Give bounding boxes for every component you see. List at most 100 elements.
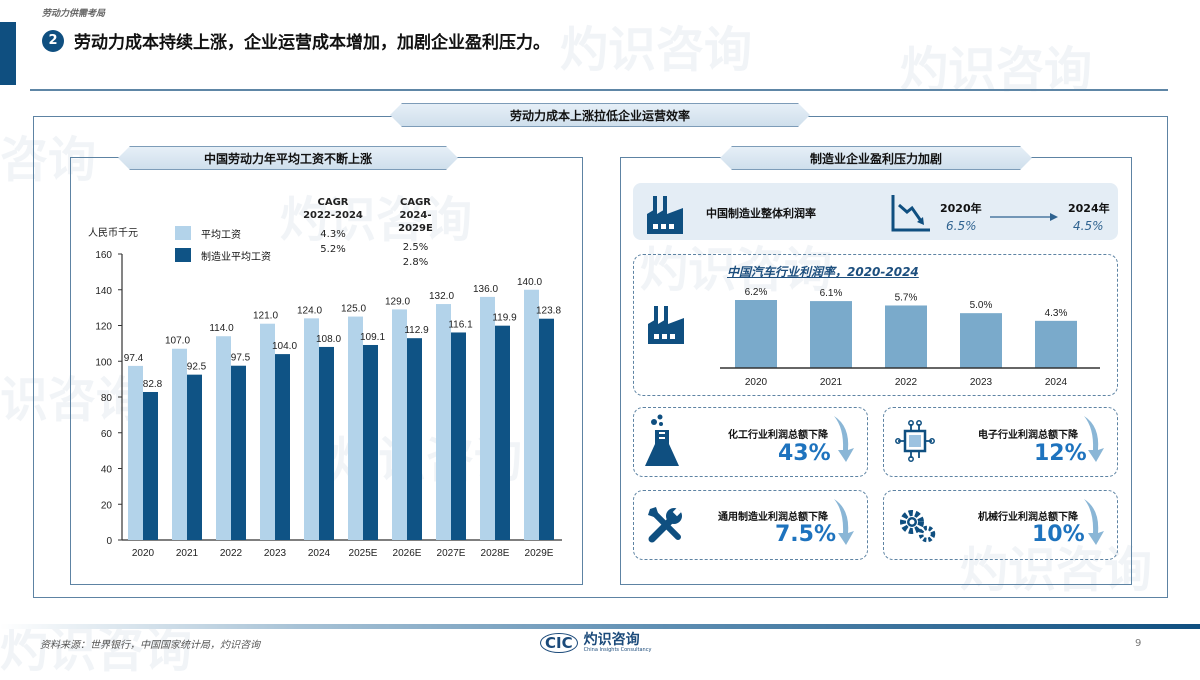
right-panel-banner: 制造业企业盈利压力加剧 xyxy=(720,146,1032,170)
drop-value-machinery: 10% xyxy=(1032,522,1085,547)
svg-text:132.0: 132.0 xyxy=(429,291,454,302)
from-year: 2020年 xyxy=(940,202,982,215)
down-arrow-icon xyxy=(834,499,854,545)
factory-icon xyxy=(648,306,684,344)
down-arrow-icon xyxy=(834,416,854,462)
svg-text:2021: 2021 xyxy=(176,548,199,559)
arrow-right-icon xyxy=(990,213,1058,221)
svg-text:0: 0 xyxy=(106,536,112,547)
svg-text:2024: 2024 xyxy=(1045,377,1068,388)
auto-profit-box xyxy=(633,254,1118,396)
svg-text:140.0: 140.0 xyxy=(517,277,542,288)
svg-text:6.1%: 6.1% xyxy=(820,288,843,299)
svg-text:6.2%: 6.2% xyxy=(745,287,768,298)
legend-label: 制造业平均工资 xyxy=(201,251,271,263)
cagr-2022-2024: CAGR 2022-2024 4.3% 5.2% xyxy=(303,196,363,257)
cagr-value: 5.2% xyxy=(320,244,346,255)
svg-text:140: 140 xyxy=(95,286,112,297)
svg-text:4.3%: 4.3% xyxy=(1045,308,1068,319)
svg-text:107.0: 107.0 xyxy=(165,336,190,347)
chart-legend: 平均工资 制造业平均工资 xyxy=(175,222,271,266)
svg-text:2024: 2024 xyxy=(308,548,331,559)
down-arrow-icon xyxy=(1084,499,1104,545)
svg-text:82.8: 82.8 xyxy=(143,379,163,390)
watermark: 灼识咨询 xyxy=(560,22,753,78)
down-arrow-icon xyxy=(1084,416,1104,462)
svg-text:2029E: 2029E xyxy=(525,548,554,559)
svg-text:114.0: 114.0 xyxy=(209,323,234,334)
main-banner: 劳动力成本上涨拉低企业运营效率 xyxy=(390,103,810,127)
svg-text:123.8: 123.8 xyxy=(536,306,561,317)
drop-label-machinery: 机械行业利润总额下降 xyxy=(978,512,1078,523)
svg-text:2026E: 2026E xyxy=(393,548,422,559)
svg-text:2020: 2020 xyxy=(745,377,768,388)
cagr-header: CAGR xyxy=(400,197,431,208)
logo-en: China Insights Consultancy xyxy=(583,647,652,653)
svg-text:97.4: 97.4 xyxy=(124,353,144,364)
svg-text:20: 20 xyxy=(101,500,113,511)
drop-card-electronics xyxy=(883,407,1118,477)
svg-text:2021: 2021 xyxy=(820,377,843,388)
svg-text:60: 60 xyxy=(101,429,113,440)
svg-text:116.1: 116.1 xyxy=(448,319,473,330)
y-axis-unit: 人民币千元 xyxy=(88,228,138,239)
svg-text:129.0: 129.0 xyxy=(385,296,410,307)
source-note: 资料来源：世界银行，中国国家统计局，灼识咨询 xyxy=(40,640,260,651)
cagr-period: 2024-2029E xyxy=(398,210,433,234)
cagr-period: 2022-2024 xyxy=(303,210,363,221)
svg-text:2022: 2022 xyxy=(220,548,243,559)
svg-text:124.0: 124.0 xyxy=(297,305,322,316)
drop-value-electronics: 12% xyxy=(1034,441,1087,466)
left-panel-banner: 中国劳动力年平均工资不断上涨 xyxy=(118,146,458,170)
cagr-value: 4.3% xyxy=(320,229,346,240)
logo-cn: 灼识咨询 xyxy=(583,632,640,648)
from-value: 6.5% xyxy=(946,219,977,233)
wage-bar-chart: 0 20 40 60 80 100 120 140 160 97.4 82.8 2020 107.0 92… xyxy=(95,250,562,559)
drop-card-general-mfg xyxy=(633,490,868,560)
drop-card-machinery xyxy=(883,490,1118,560)
svg-text:112.9: 112.9 xyxy=(404,325,429,336)
svg-text:2023: 2023 xyxy=(970,377,993,388)
svg-text:104.0: 104.0 xyxy=(272,341,297,352)
svg-text:125.0: 125.0 xyxy=(341,304,366,315)
cagr-value: 2.5% xyxy=(402,242,429,253)
svg-text:2025E: 2025E xyxy=(349,548,378,559)
svg-text:5.7%: 5.7% xyxy=(895,292,918,303)
tools-icon xyxy=(648,507,682,543)
cagr-header: CAGR xyxy=(317,197,349,208)
svg-text:2022: 2022 xyxy=(895,377,918,388)
svg-text:2023: 2023 xyxy=(264,548,287,559)
cagr-2024-2029e: CAGR 2024-2029E 2.5% 2.8% xyxy=(383,196,448,270)
flask-icon xyxy=(645,414,679,466)
overall-profit-label: 中国制造业整体利润率 xyxy=(706,207,816,220)
company-logo: CIC 灼识咨询 China Insights Consultancy xyxy=(540,633,651,653)
legend-item-mfg-wage: 制造业平均工资 xyxy=(175,244,271,266)
to-year: 2024年 xyxy=(1068,202,1110,215)
overall-profit-box xyxy=(633,183,1118,240)
svg-text:121.0: 121.0 xyxy=(253,311,278,322)
drop-value-chemical: 43% xyxy=(778,441,831,466)
section-label: 劳动力供需考局 xyxy=(42,9,106,19)
svg-text:2020: 2020 xyxy=(132,548,155,559)
svg-text:108.0: 108.0 xyxy=(316,334,341,345)
svg-text:92.5: 92.5 xyxy=(187,362,207,373)
svg-text:40: 40 xyxy=(101,465,113,476)
svg-text:109.1: 109.1 xyxy=(360,332,385,343)
number-badge: 2 xyxy=(42,29,64,52)
drop-label-electronics: 电子行业利润总额下降 xyxy=(978,430,1078,441)
auto-profit-bar-chart: 6.2% 2020 6.1% 2021 5.7% 2022 5.0% 2023 4.3% 2024 xyxy=(720,287,1100,388)
drop-card-chemical xyxy=(633,407,868,477)
auto-chart-title: 中国汽车行业利润率，2020-2024 xyxy=(727,265,919,279)
title-text: 劳动力成本持续上涨，企业运营成本增加，加剧企业盈利压力。 xyxy=(74,33,550,53)
svg-text:80: 80 xyxy=(101,393,113,404)
chip-icon xyxy=(895,420,935,462)
legend-swatch xyxy=(175,226,191,240)
factory-icon xyxy=(647,196,683,234)
svg-text:2028E: 2028E xyxy=(481,548,510,559)
gears-icon xyxy=(900,510,936,543)
to-value: 4.5% xyxy=(1073,219,1104,233)
page-number: 9 xyxy=(1135,638,1142,649)
svg-text:136.0: 136.0 xyxy=(473,284,498,295)
legend-item-avg-wage: 平均工资 xyxy=(175,222,271,244)
cagr-value: 2.8% xyxy=(402,257,429,268)
